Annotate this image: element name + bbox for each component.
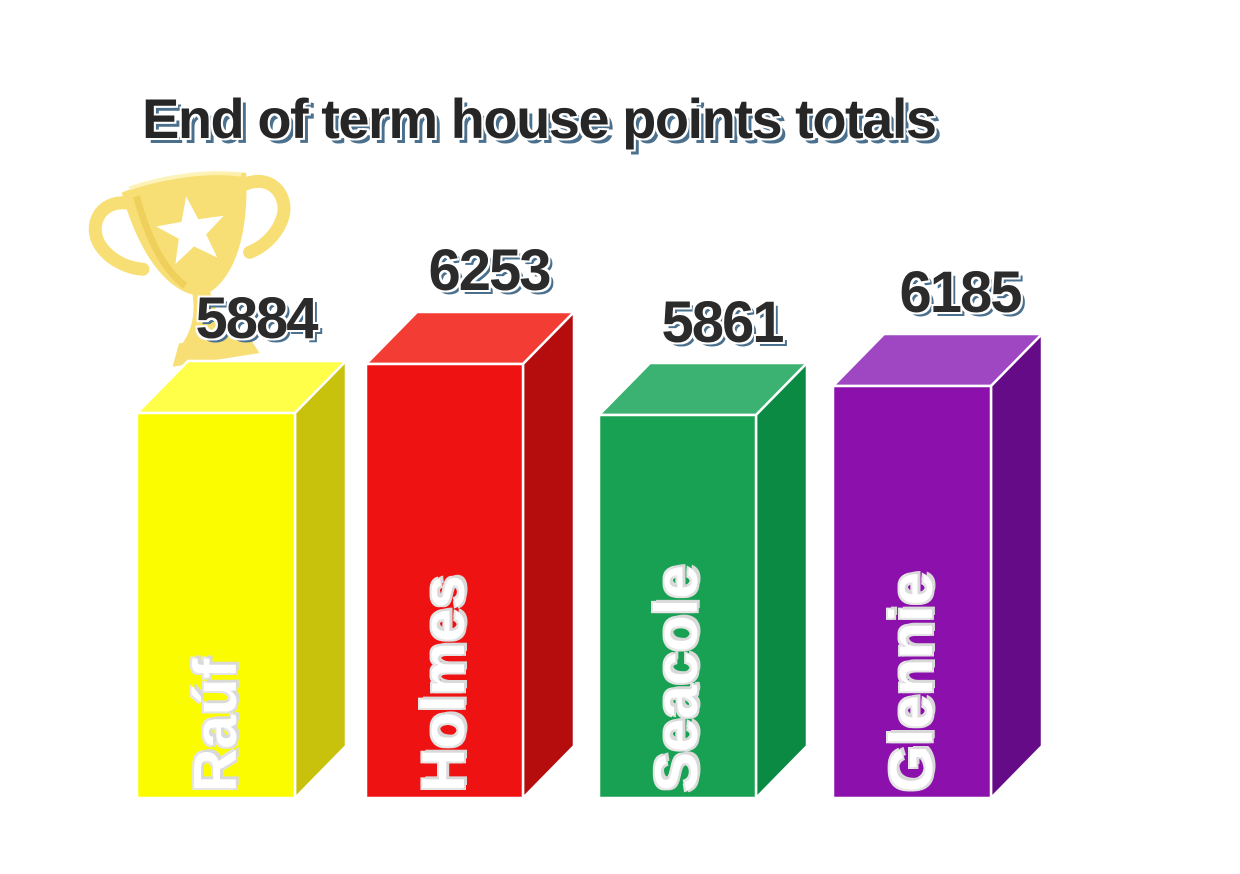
bar-label-seacole: Seacole (643, 565, 710, 792)
bar-rauf-side-face (293, 359, 348, 800)
trophy-star-icon (156, 196, 224, 265)
bar-holmes-side-face (521, 310, 576, 800)
trophy-left-handle (88, 196, 150, 276)
value-label-glennie: 6185 (899, 260, 1022, 325)
chart-title: End of term house points totals (142, 87, 937, 150)
value-label-rauf: 5884 (195, 286, 318, 351)
value-label-seacole: 5861 (661, 290, 784, 355)
bar-glennie-side-face (989, 332, 1044, 800)
trophy-fold-shade (133, 195, 188, 289)
value-label-holmes: 6253 (428, 238, 551, 303)
bar-label-holmes: Holmes (410, 575, 477, 792)
bar-glennie-front-face (831, 384, 993, 800)
bar-holmes-front-face (364, 362, 525, 800)
bar-seacole-front-face (597, 413, 758, 800)
trophy-rim-highlight (128, 171, 242, 191)
bar-seacole-side-face (754, 361, 809, 800)
bar-rauf-front-face (135, 411, 297, 800)
bar-holmes (364, 310, 576, 800)
bar-seacole (597, 361, 809, 800)
bar-rauf (135, 359, 348, 800)
trophy-icon (88, 171, 291, 367)
bar-label-rauf: Raúf (182, 658, 249, 792)
trophy-stem (181, 289, 241, 346)
trophy-right-handle (234, 174, 291, 259)
bar-glennie (831, 332, 1044, 800)
bar-label-glennie: Glennie (878, 571, 945, 792)
